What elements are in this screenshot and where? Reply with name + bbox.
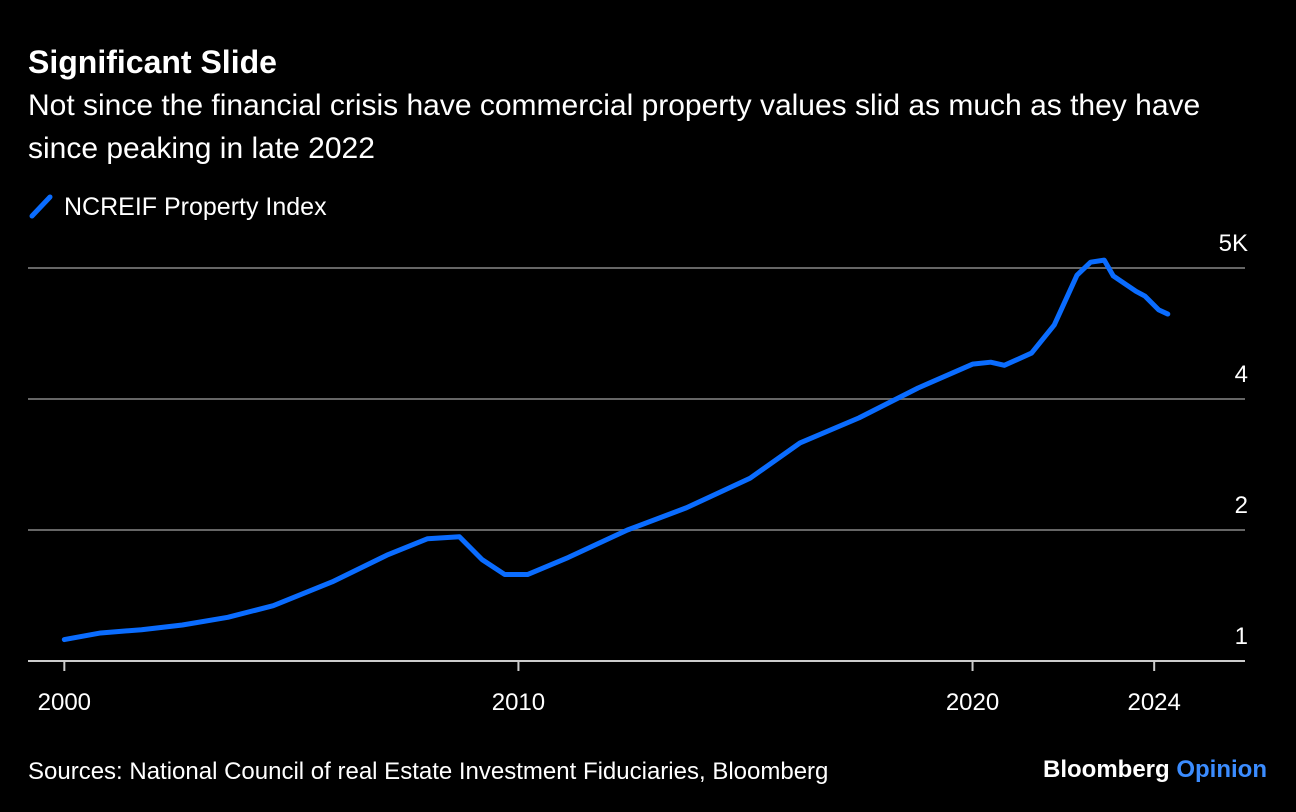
x-tick-label: 2010 <box>492 689 545 716</box>
y-tick-label: 1 <box>1235 623 1248 650</box>
logo-brand: Bloomberg <box>1043 756 1170 783</box>
legend-swatch <box>29 194 53 219</box>
y-tick-label: 4 <box>1235 361 1248 388</box>
source-note: Sources: National Council of real Estate… <box>28 758 828 785</box>
x-tick-label: 2000 <box>38 689 91 716</box>
chart-title: Significant Slide <box>28 44 277 80</box>
logo: Bloomberg Opinion <box>1043 756 1267 783</box>
data-line <box>61 257 1171 643</box>
legend-label: NCREIF Property Index <box>64 193 327 221</box>
subtitle-box: Not since the financial crisis have comm… <box>28 89 1201 165</box>
logo-section: Opinion <box>1176 756 1267 783</box>
x-tick-label: 2020 <box>946 689 999 716</box>
chart-subtitle: Not since the financial crisis have comm… <box>28 89 1201 165</box>
y-tick-label: 2 <box>1235 492 1248 519</box>
x-tick-label: 2024 <box>1127 689 1180 716</box>
y-tick-label: 5K <box>1219 230 1248 257</box>
